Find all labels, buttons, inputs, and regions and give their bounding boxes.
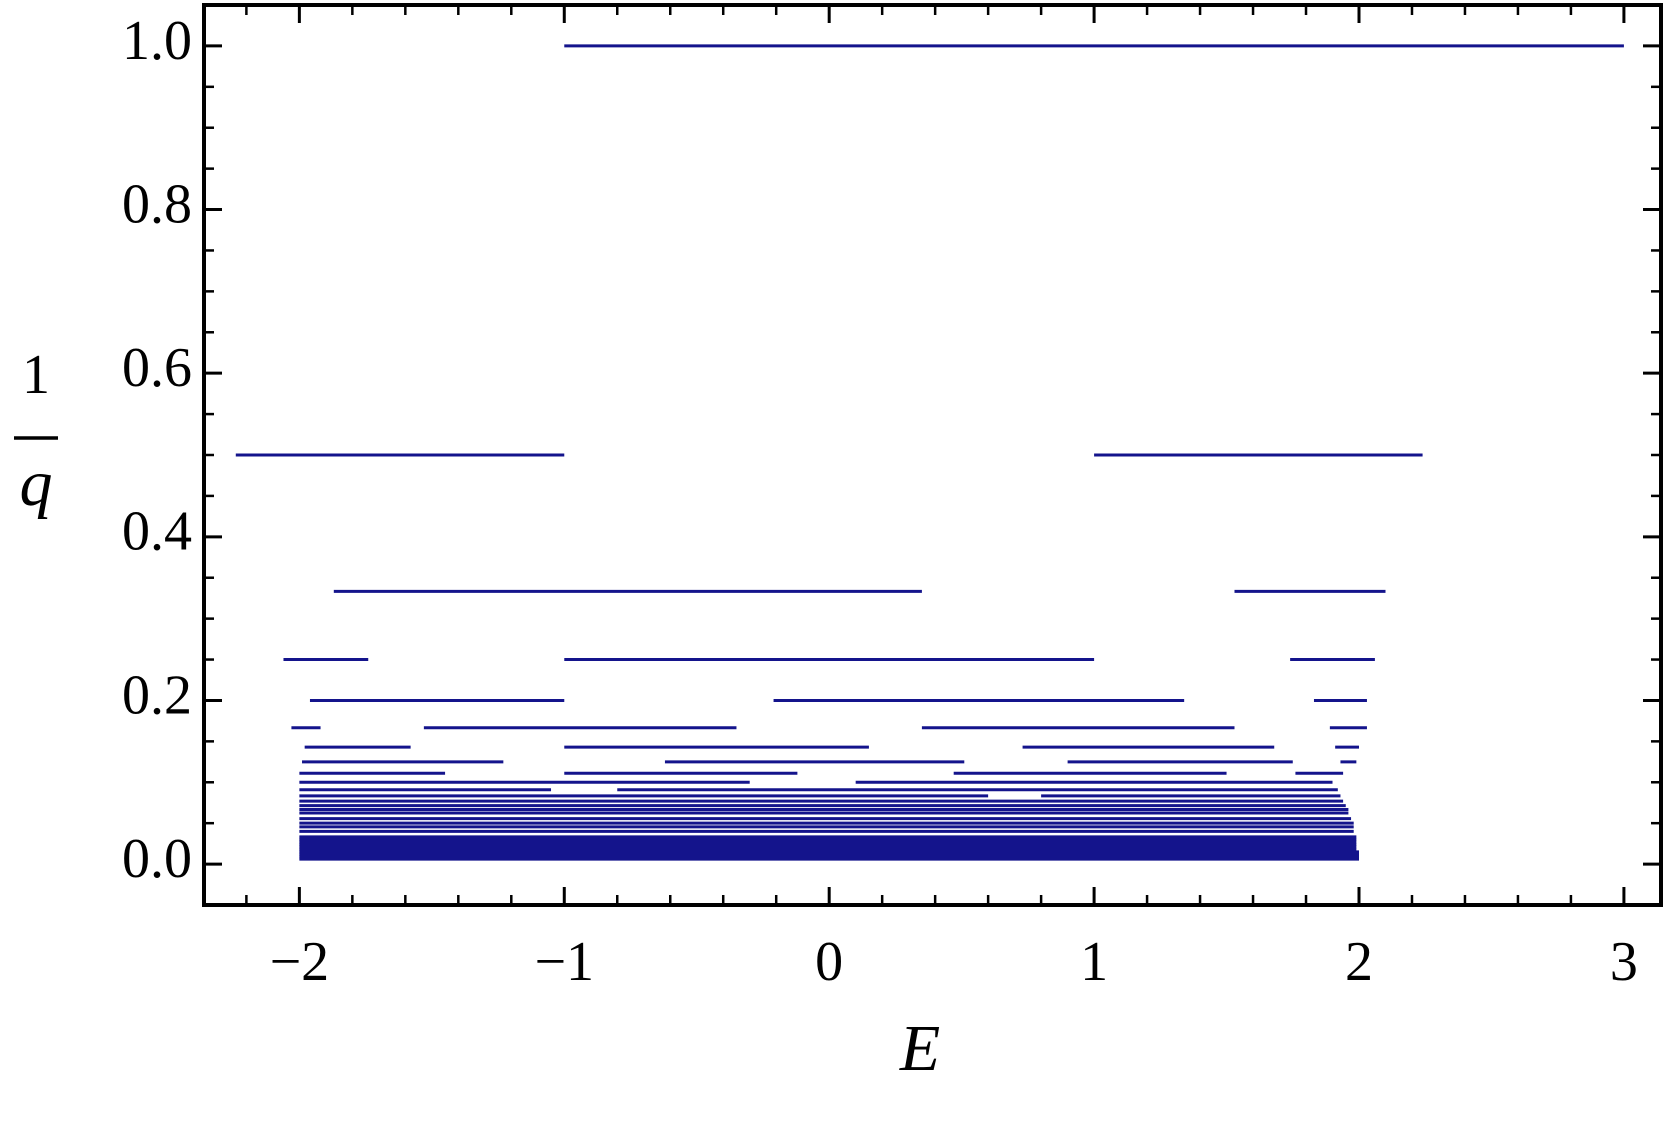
y-axis-denominator: q	[20, 447, 53, 520]
y-tick-label: 0.2	[122, 664, 192, 726]
x-axis-title: E	[899, 1012, 940, 1085]
y-tick-label: 0.8	[122, 173, 192, 235]
x-tick-label: 1	[1080, 931, 1108, 993]
x-tick-label: 3	[1610, 931, 1638, 993]
y-tick-label: 0.0	[122, 828, 192, 890]
y-tick-label: 0.6	[122, 337, 192, 399]
x-tick-label: 2	[1345, 931, 1373, 993]
x-tick-label: 0	[815, 931, 843, 993]
y-tick-label: 1.0	[122, 10, 192, 72]
y-axis-numerator: 1	[22, 344, 50, 406]
y-tick-label: 0.4	[122, 501, 192, 563]
x-tick-label: −1	[534, 931, 594, 993]
x-tick-label: −2	[270, 931, 330, 993]
